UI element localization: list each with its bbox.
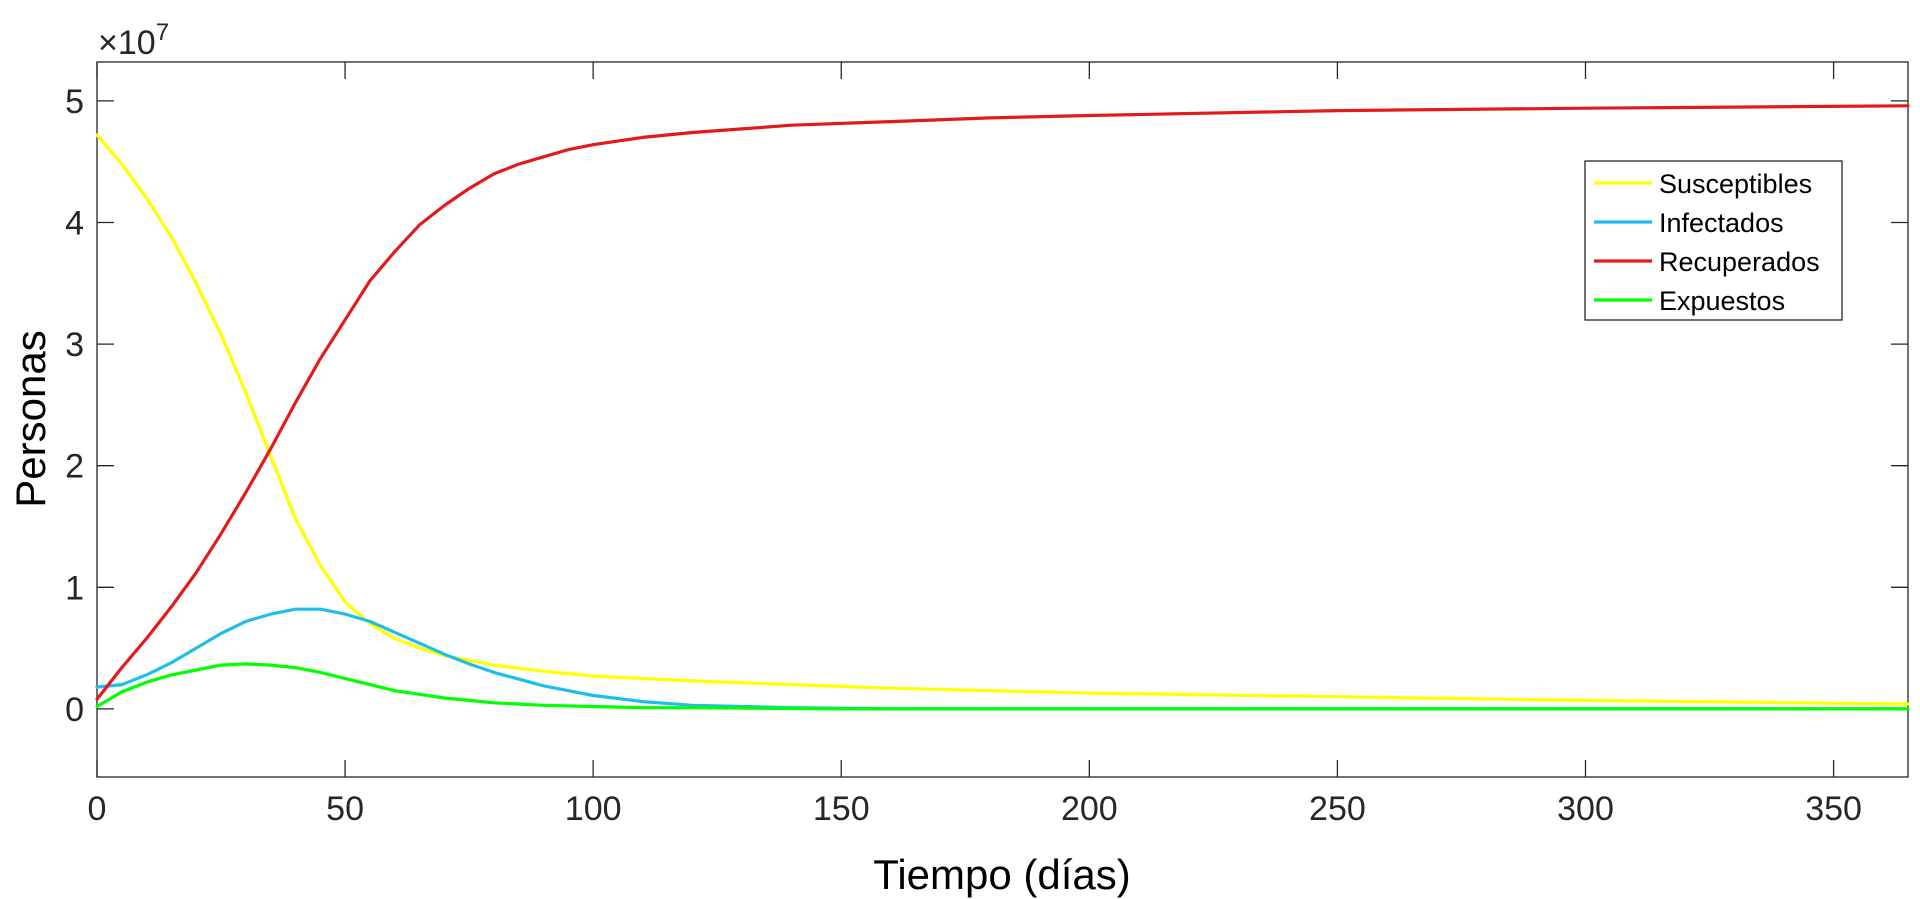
x-tick-label: 150 <box>813 790 870 828</box>
y-tick-label: 1 <box>65 569 84 607</box>
series-line-susceptibles <box>95 133 1910 706</box>
series-line-recuperados <box>95 104 1910 701</box>
y-axis-ticks: 0 1 2 3 4 5 <box>65 83 1908 729</box>
x-tick-label: 250 <box>1309 790 1366 828</box>
x-tick-label: 0 <box>88 790 107 828</box>
x-axis-ticks: 0 50 100 150 200 250 300 350 <box>88 62 1862 828</box>
x-axis-title: Tiempo (días) <box>873 851 1131 898</box>
x-tick-label: 100 <box>565 790 622 828</box>
series-lines <box>95 104 1910 711</box>
legend-box <box>1584 160 1843 321</box>
y-tick-label: 4 <box>65 205 84 243</box>
legend-label-susceptibles: Susceptibles <box>1659 169 1812 199</box>
y-tick-label: 3 <box>65 326 84 364</box>
y-tick-label: 0 <box>65 691 84 729</box>
plot-area <box>96 61 1909 778</box>
y-tick-label: 5 <box>65 83 84 121</box>
x-tick-label: 200 <box>1061 790 1118 828</box>
legend-label-infectados: Infectados <box>1659 208 1784 238</box>
y-multiplier-exponent: 7 <box>156 19 169 46</box>
y-axis-title: Personas <box>7 330 54 507</box>
y-tick-label: 2 <box>65 448 84 486</box>
y-multiplier: ×107 <box>98 19 169 62</box>
y-multiplier-base: ×10 <box>98 24 156 62</box>
legend-label-expuestos: Expuestos <box>1659 286 1785 316</box>
x-tick-label: 300 <box>1557 790 1614 828</box>
x-tick-label: 50 <box>326 790 364 828</box>
x-tick-label: 350 <box>1805 790 1862 828</box>
legend: Susceptibles Infectados Recuperados Expuest… <box>1584 160 1843 321</box>
series-line-expuestos <box>95 662 1910 711</box>
legend-label-recuperados: Recuperados <box>1659 247 1820 277</box>
